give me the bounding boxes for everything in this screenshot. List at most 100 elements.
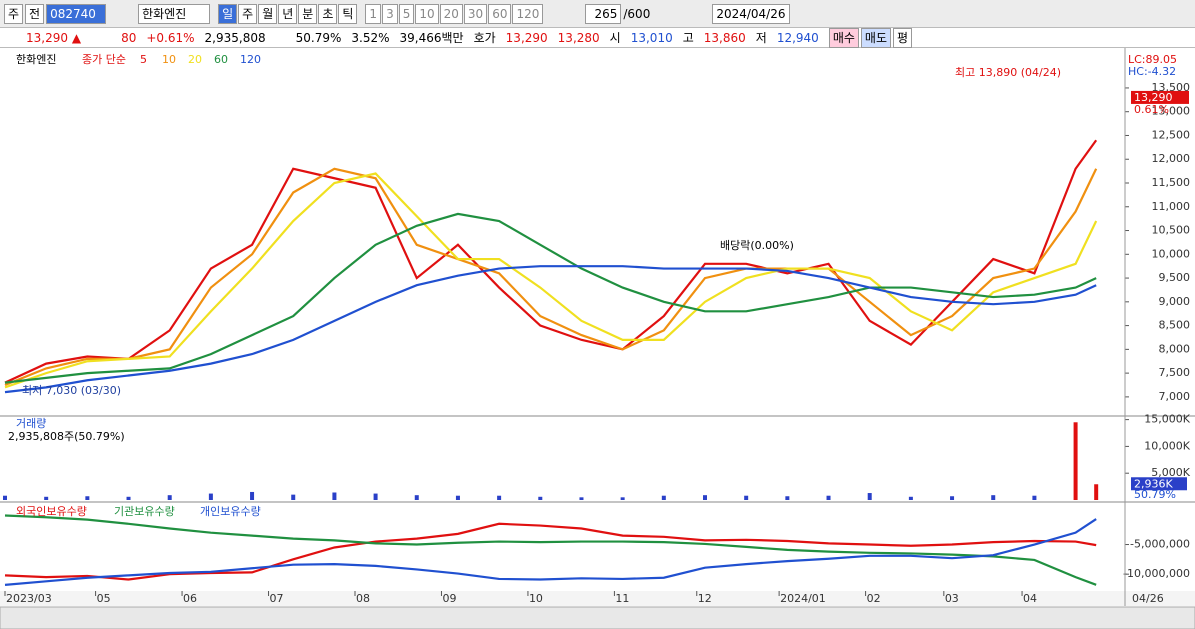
button[interactable]: 120 <box>512 3 544 24</box>
y-tick-label: 13,000 <box>1152 105 1191 118</box>
volume-bar <box>826 495 831 500</box>
last-price: 13,290 <box>1134 91 1173 104</box>
series-line <box>4 265 1097 394</box>
y-tick-label: 11,000 <box>1152 200 1191 213</box>
label: 저 <box>755 31 767 45</box>
stock-name[interactable]: 한화엔진 <box>138 3 211 24</box>
button[interactable]: 3 <box>382 3 398 24</box>
x-tick-label: 03 <box>945 592 959 605</box>
count[interactable]: 265 <box>585 3 622 24</box>
x-axis-bg <box>0 591 1195 606</box>
volume-bar <box>785 496 790 500</box>
change: 80 <box>121 30 137 45</box>
label: 호가 <box>473 31 496 45</box>
y-tick-label: 8,500 <box>1159 319 1191 332</box>
volume-bar <box>373 493 378 500</box>
chart: 7,000 7,500 8,000 8,500 9,000 9,500 10,000 10,5… <box>0 48 1195 629</box>
y-tick-label: -10,000,000 <box>1123 567 1190 580</box>
volume-bar <box>620 497 625 500</box>
x-tick-label: 2024/01 <box>780 592 826 605</box>
code-input[interactable]: 082740 <box>46 3 107 24</box>
volume-bar <box>208 493 213 500</box>
y-tick-label: -5,000,000 <box>1130 538 1190 551</box>
x-tick-label: 09 <box>442 592 456 605</box>
volume-bar <box>414 495 419 500</box>
y-tick-label: 10,000K <box>1144 439 1190 452</box>
legend-entry: 개인보유수량 <box>200 505 261 518</box>
volume-bar <box>497 495 502 500</box>
annotation: 0.61% <box>1134 103 1169 116</box>
x-tick-label: 07 <box>270 592 284 605</box>
turnover: 3.52% <box>351 30 390 45</box>
volume-bar <box>167 495 172 500</box>
legend-entry: 기관보유수량 <box>114 505 175 518</box>
y-tick-label: 12,500 <box>1152 128 1191 141</box>
volume-bar <box>703 495 707 500</box>
low: 12,940 <box>776 30 819 45</box>
title: 거래량 <box>16 417 46 430</box>
x-tick-label: 12 <box>698 592 712 605</box>
label: 고 <box>682 31 694 45</box>
ratio-label: 50.79% <box>1134 488 1176 501</box>
legend-entry: 10 <box>162 53 176 66</box>
button[interactable]: 주 <box>238 3 258 24</box>
legend-entry: 60 <box>214 53 228 66</box>
button[interactable]: 5 <box>398 3 415 24</box>
ask: 13,290 <box>505 30 548 45</box>
button[interactable]: 주 <box>4 3 24 24</box>
button[interactable]: 60 <box>488 3 512 24</box>
volume-bar <box>332 492 337 500</box>
button[interactable]: 전 <box>25 3 45 24</box>
button[interactable]: 20 <box>439 3 463 24</box>
button[interactable]: 분 <box>298 3 318 24</box>
y-tick-label: 8,000 <box>1159 342 1191 355</box>
annotation: 배당락(0.00%) <box>720 239 794 252</box>
series-line <box>4 522 1097 581</box>
vol-ratio: 50.79% <box>295 30 342 45</box>
x-tick-label: 2023/03 <box>6 592 52 605</box>
rate: +0.61% <box>146 30 195 45</box>
button[interactable]: 10 <box>415 3 439 24</box>
volume-bar <box>867 493 872 500</box>
volume: 2,935,808 <box>204 30 266 45</box>
y-tick-label: 15,000K <box>1144 413 1190 426</box>
legend-entry: 20 <box>188 53 202 66</box>
balance-button[interactable]: 평 <box>893 27 913 48</box>
button[interactable]: 일 <box>218 3 238 24</box>
volume-bar <box>85 496 90 500</box>
high: 13,860 <box>703 30 746 45</box>
value-label: 2,936K <box>1134 477 1173 490</box>
button[interactable]: 년 <box>278 3 298 24</box>
button[interactable]: 1 <box>365 3 382 24</box>
volume-bar <box>1073 422 1078 500</box>
button[interactable]: 틱 <box>338 3 358 24</box>
intervals: 1 3 5 10 20 30 60 120 <box>365 3 544 24</box>
count-max: /600 <box>623 6 651 21</box>
legend-label: 종가 단순 <box>82 53 126 66</box>
button[interactable]: 30 <box>463 3 488 24</box>
volume-bar <box>1032 495 1037 500</box>
volume-bar <box>1094 484 1099 500</box>
y-tick-label: 7,000 <box>1159 390 1191 403</box>
buy-button[interactable]: 매수 <box>828 27 859 48</box>
date[interactable]: 2024/04/26 <box>712 3 790 24</box>
annotation: 최고 13,890 (04/24) <box>955 66 1061 79</box>
open: 13,010 <box>630 30 673 45</box>
series-line <box>4 139 1098 384</box>
volume-bar <box>744 495 749 500</box>
volume-bar <box>579 497 584 500</box>
annotation: 최저 7,030 (03/30) <box>22 384 121 397</box>
price: 13,290 <box>26 30 68 45</box>
volume-bar <box>661 495 666 500</box>
price: 13,290 ▲ <box>26 31 81 45</box>
sell-button[interactable]: 매도 <box>860 27 891 48</box>
y-tick-label: 12,000 <box>1152 152 1191 165</box>
button[interactable]: 초 <box>318 3 338 24</box>
legend-entry: 외국인보유수량 <box>16 505 87 518</box>
volume-bar <box>44 496 49 500</box>
button[interactable]: 월 <box>258 3 278 24</box>
y-tick-label: 10,000 <box>1152 247 1191 260</box>
series-line <box>4 167 1098 387</box>
